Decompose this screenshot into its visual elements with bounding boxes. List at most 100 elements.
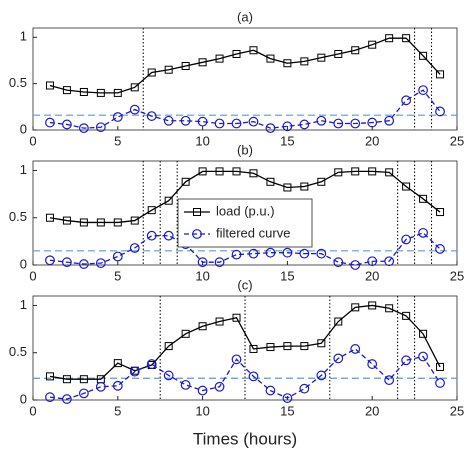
square-marker bbox=[79, 87, 88, 96]
circle-marker bbox=[282, 121, 293, 132]
circle-marker bbox=[214, 257, 225, 268]
circle-marker bbox=[95, 381, 106, 392]
square-marker bbox=[266, 343, 275, 352]
x-tick-label: 25 bbox=[450, 268, 464, 283]
circle-marker bbox=[45, 117, 55, 128]
circle-marker bbox=[78, 123, 89, 134]
square-marker bbox=[181, 177, 190, 186]
circle-marker bbox=[214, 118, 225, 129]
circle-marker bbox=[180, 115, 191, 126]
circle-marker bbox=[62, 119, 72, 130]
square-marker bbox=[402, 311, 411, 320]
square-marker bbox=[419, 51, 428, 60]
y-tick-label: 1 bbox=[20, 162, 27, 177]
circle-marker bbox=[78, 388, 89, 399]
plot-area bbox=[32, 27, 458, 131]
circle-marker bbox=[435, 106, 445, 117]
circle-marker bbox=[350, 118, 361, 129]
x-tick-label: 0 bbox=[29, 268, 36, 283]
circle-marker bbox=[367, 117, 378, 128]
circle-marker bbox=[129, 366, 140, 377]
square-marker bbox=[232, 49, 241, 58]
x-tick-label: 5 bbox=[114, 268, 121, 283]
circle-marker bbox=[350, 260, 361, 270]
circle-marker bbox=[418, 227, 428, 238]
circle-marker bbox=[350, 344, 361, 354]
circle-marker bbox=[146, 111, 157, 121]
x-tick-label: 15 bbox=[280, 268, 294, 283]
square-marker bbox=[385, 168, 394, 177]
circle-marker bbox=[401, 234, 412, 245]
y-tick-label: 1 bbox=[20, 29, 27, 44]
y-tick-label: 1 bbox=[20, 297, 27, 312]
legend-box bbox=[177, 198, 313, 248]
circle-marker bbox=[163, 230, 174, 241]
square-marker bbox=[164, 196, 173, 205]
circle-marker bbox=[129, 243, 140, 253]
square-marker bbox=[164, 65, 173, 74]
circle-marker bbox=[180, 379, 191, 390]
x-tick-label: 20 bbox=[365, 133, 379, 148]
square-marker bbox=[113, 359, 122, 368]
circle-marker bbox=[45, 255, 55, 266]
square-marker bbox=[368, 167, 377, 176]
circle-marker bbox=[316, 370, 327, 381]
square-marker bbox=[130, 83, 139, 92]
circle-marker bbox=[367, 256, 378, 267]
legend-marker bbox=[193, 208, 201, 216]
circle-marker bbox=[418, 85, 428, 96]
y-tick-label: 0.5 bbox=[9, 209, 27, 224]
series-line bbox=[49, 232, 441, 266]
circle-marker bbox=[265, 247, 276, 258]
square-marker bbox=[198, 167, 207, 176]
circle-marker bbox=[333, 118, 344, 129]
square-marker bbox=[164, 342, 173, 351]
square-marker bbox=[300, 182, 309, 191]
circle-marker bbox=[248, 371, 259, 382]
circle-marker bbox=[333, 257, 344, 268]
circle-marker bbox=[401, 355, 412, 366]
series-line bbox=[49, 304, 441, 380]
x-tick-label: 10 bbox=[195, 268, 209, 283]
series-line bbox=[49, 37, 441, 94]
panel-title: (a) bbox=[237, 9, 253, 24]
circle-marker bbox=[112, 112, 123, 122]
square-marker bbox=[266, 54, 275, 63]
circle-marker bbox=[248, 116, 259, 127]
circle-marker bbox=[163, 370, 174, 381]
square-marker bbox=[249, 46, 258, 55]
square-marker bbox=[317, 339, 326, 348]
circle-marker bbox=[418, 351, 428, 362]
circle-marker bbox=[214, 381, 225, 392]
series-line bbox=[49, 170, 441, 224]
square-marker bbox=[62, 216, 71, 225]
y-tick-label: 0 bbox=[20, 121, 27, 136]
square-marker bbox=[317, 53, 326, 62]
series-line bbox=[49, 348, 441, 400]
x-tick-label: 10 bbox=[195, 403, 209, 418]
square-marker bbox=[436, 70, 445, 79]
circle-marker bbox=[282, 247, 293, 258]
square-marker bbox=[113, 88, 122, 97]
circle-marker bbox=[231, 354, 242, 365]
square-marker bbox=[215, 317, 224, 326]
y-tick-label: 0 bbox=[20, 391, 27, 406]
square-marker bbox=[334, 168, 343, 177]
circle-marker bbox=[333, 353, 344, 364]
circle-marker bbox=[248, 248, 259, 259]
circle-marker bbox=[95, 258, 106, 269]
square-marker bbox=[79, 375, 88, 384]
square-marker bbox=[402, 34, 411, 43]
square-marker bbox=[232, 313, 241, 322]
square-marker bbox=[147, 206, 156, 215]
panel-title: (b) bbox=[237, 142, 253, 157]
x-tick-label: 15 bbox=[280, 133, 294, 148]
square-marker bbox=[385, 304, 394, 313]
x-tick-label: 15 bbox=[280, 403, 294, 418]
square-marker bbox=[419, 329, 428, 338]
square-marker bbox=[300, 57, 309, 66]
square-marker bbox=[351, 46, 360, 55]
square-marker bbox=[62, 375, 71, 384]
square-marker bbox=[45, 213, 54, 222]
